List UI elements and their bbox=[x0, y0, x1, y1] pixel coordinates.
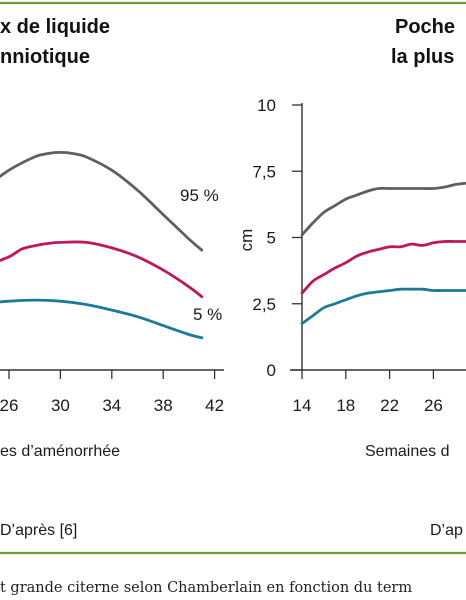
left-series-line-2 bbox=[0, 298, 204, 340]
left-chart-title-line-1: x de liquide bbox=[0, 16, 110, 38]
right-x-tick-label: 22 bbox=[380, 396, 399, 415]
left-x-tick-label: 30 bbox=[51, 396, 70, 415]
right-chart-title-line-1: Poche bbox=[395, 16, 455, 38]
left-chart-title-line-2: nniotique bbox=[0, 46, 90, 68]
right-y-tick-label: 10 bbox=[257, 96, 276, 115]
right-source-note: D’ap bbox=[430, 522, 463, 539]
right-y-tick-label: 2,5 bbox=[252, 295, 276, 314]
right-chart: Poche la plus cm 0 2,5 5 7,5 10 14 18 22 26 Sema… bbox=[237, 16, 466, 539]
left-source-note: D’après [6] bbox=[0, 522, 77, 539]
figure-caption: t grande citerne selon Chamberlain en fo… bbox=[0, 580, 412, 596]
right-series-line-0 bbox=[300, 181, 466, 237]
right-x-tick-label: 14 bbox=[293, 396, 312, 415]
left-x-tick-label: 38 bbox=[154, 396, 173, 415]
left-chart: x de liquide nniotique 26 30 34 38 42 95 % 5 %… bbox=[0, 16, 224, 539]
right-x-tick-label: 18 bbox=[336, 396, 355, 415]
right-y-tick-label: 0 bbox=[267, 361, 276, 380]
left-series-label: 5 % bbox=[193, 305, 222, 324]
right-x-axis-label: Semaines d bbox=[365, 443, 450, 460]
right-chart-title-line-2: la plus bbox=[391, 46, 454, 68]
right-series-line-2 bbox=[300, 287, 466, 325]
left-plot-area: 26 30 34 38 42 95 % 5 % bbox=[0, 150, 224, 415]
right-x-tick-label: 26 bbox=[424, 396, 443, 415]
right-y-tick-label: 5 bbox=[267, 229, 276, 248]
left-series-line-0 bbox=[0, 150, 204, 252]
right-y-tick-label: 7,5 bbox=[252, 162, 276, 181]
right-series-line-1 bbox=[300, 240, 466, 295]
right-y-axis-label: cm bbox=[237, 229, 256, 252]
right-plot-area: 0 2,5 5 7,5 10 14 18 22 26 bbox=[252, 96, 466, 415]
left-series-line-1 bbox=[0, 240, 204, 299]
left-x-tick-label: 26 bbox=[0, 396, 18, 415]
left-series-label: 95 % bbox=[180, 186, 219, 205]
left-x-tick-label: 34 bbox=[102, 396, 121, 415]
left-x-axis-label: es d’aménorrhée bbox=[0, 443, 120, 460]
left-x-tick-label: 42 bbox=[205, 396, 224, 415]
